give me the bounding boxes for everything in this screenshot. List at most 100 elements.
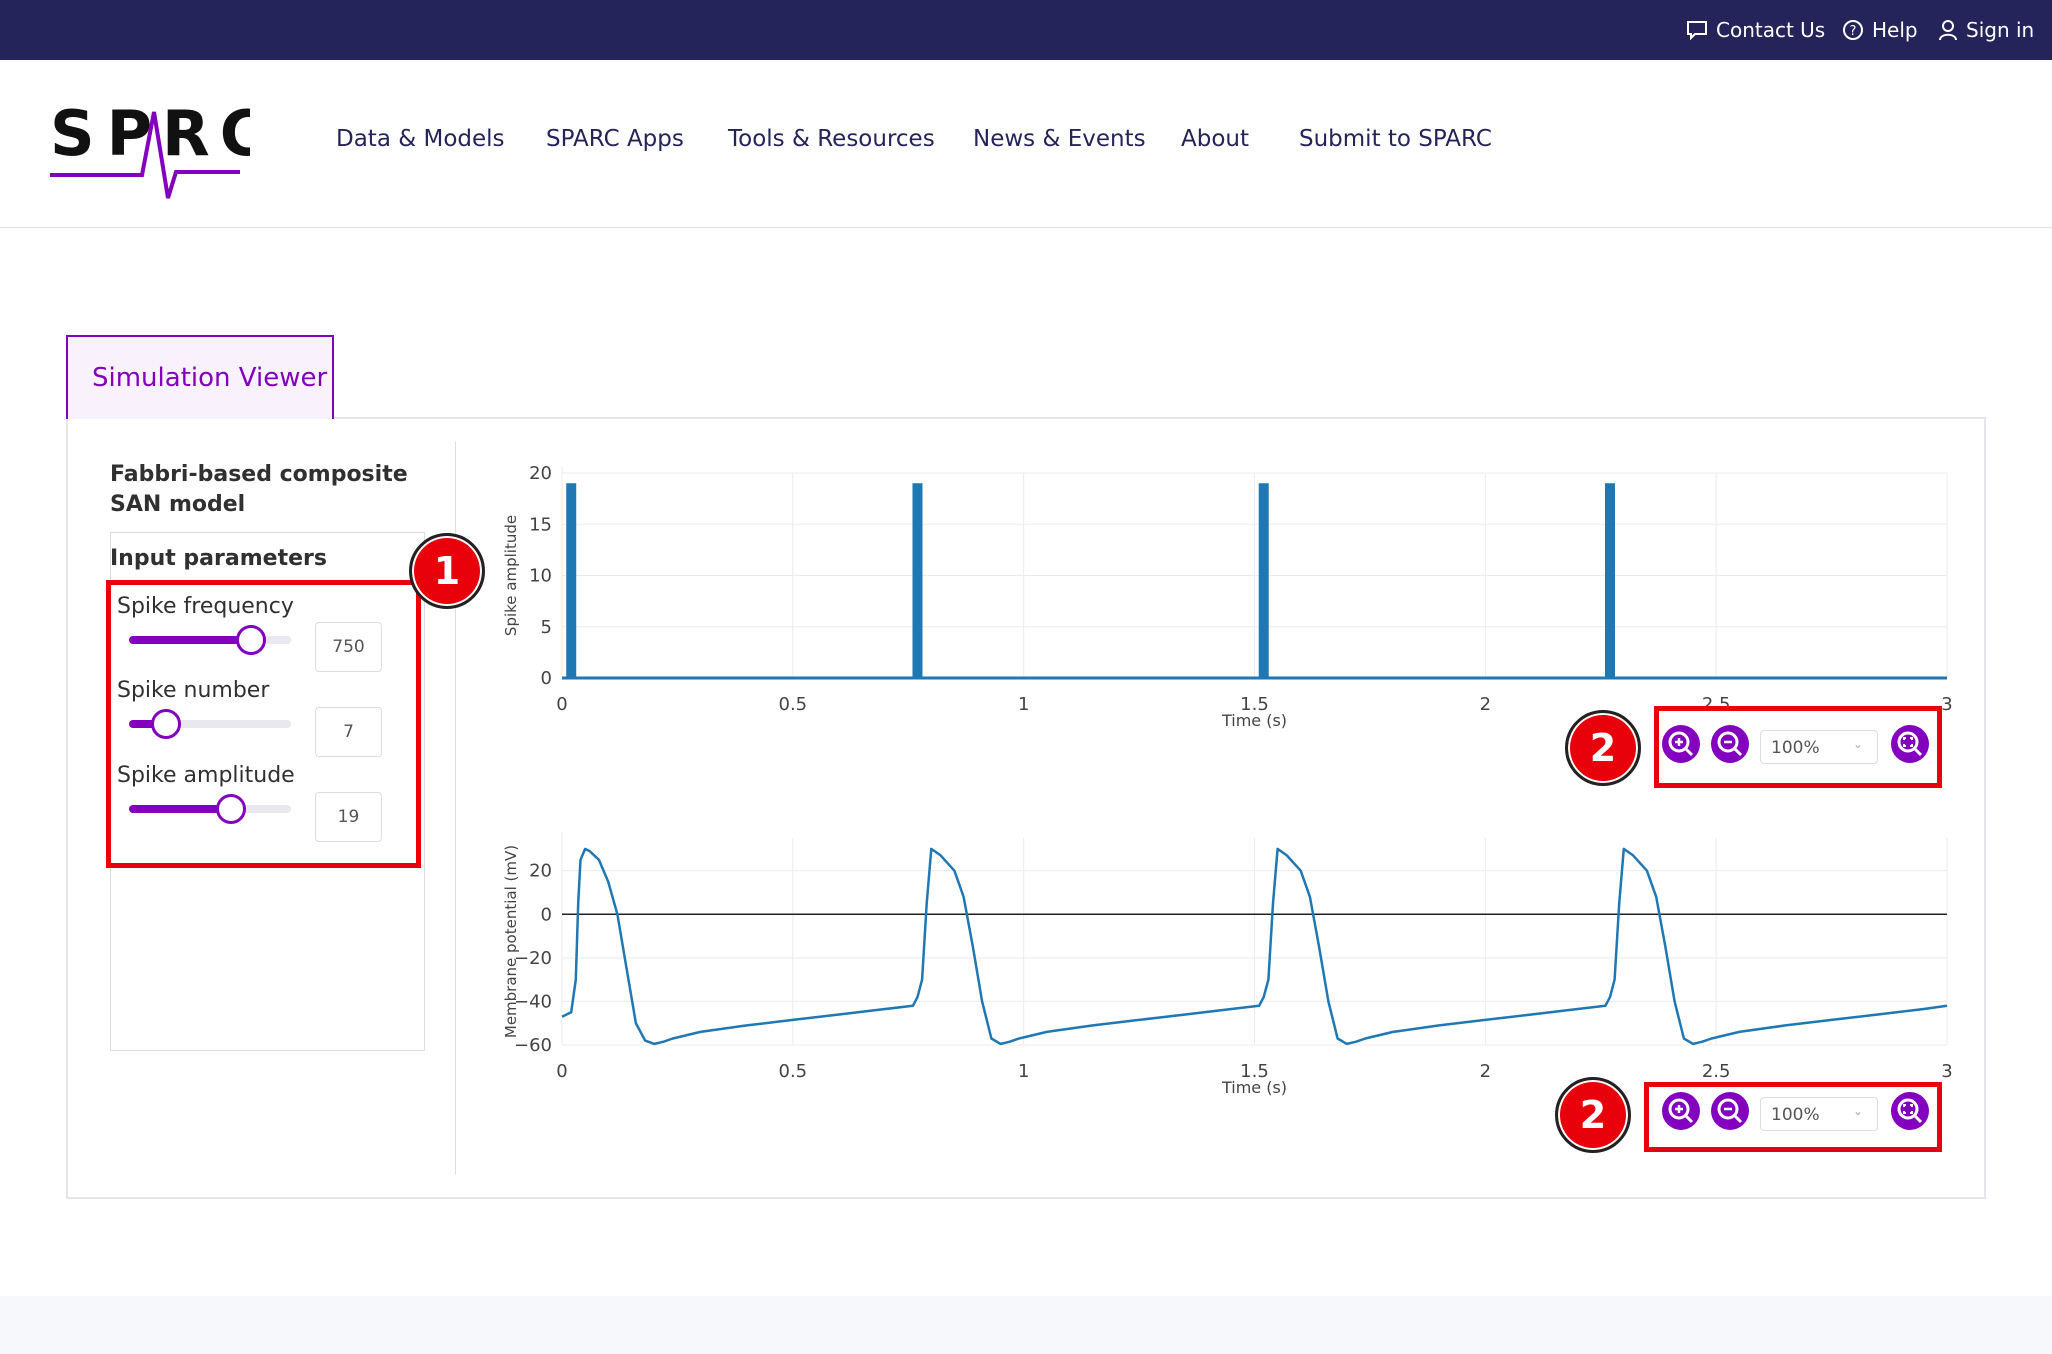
tab-label: Simulation Viewer bbox=[92, 363, 328, 393]
x-tick-label: 3 bbox=[1941, 1061, 1952, 1082]
zoom-fit-icon bbox=[1897, 1098, 1923, 1124]
zoom-in-icon bbox=[1668, 1098, 1694, 1124]
spike-amplitude-label: Spike amplitude bbox=[117, 763, 295, 788]
x-axis-label: Time (s) bbox=[1221, 1078, 1287, 1097]
zoom-level-select[interactable]: 100% ⌄ bbox=[1760, 730, 1878, 764]
sparc-logo[interactable]: SP RC bbox=[50, 97, 265, 200]
contact-us-link[interactable]: Contact Us bbox=[1686, 0, 1825, 60]
nav-tools-resources[interactable]: Tools & Resources bbox=[728, 126, 935, 152]
input-parameters-heading: Input parameters bbox=[110, 546, 327, 571]
spike-frequency-slider[interactable] bbox=[129, 625, 291, 655]
slider-fill bbox=[129, 720, 167, 728]
svg-text:?: ? bbox=[1850, 24, 1857, 39]
y-tick-label: 0 bbox=[541, 904, 552, 925]
y-axis-label: Membrane potential (mV) bbox=[502, 845, 520, 1038]
slider-thumb[interactable] bbox=[151, 709, 182, 739]
spike-amplitude-slider[interactable] bbox=[129, 794, 291, 824]
footer-band bbox=[0, 1296, 2052, 1354]
zoom-level-select[interactable]: 100% ⌄ bbox=[1760, 1097, 1878, 1131]
annotation-marker-2-top: 2 bbox=[1565, 710, 1641, 786]
help-link[interactable]: ? Help bbox=[1842, 0, 1918, 60]
sign-in-link[interactable]: Sign in bbox=[1938, 0, 2034, 60]
model-title: Fabbri-based composite SAN model bbox=[110, 462, 408, 517]
nav-submit-to-sparc[interactable]: Submit to SPARC bbox=[1299, 126, 1492, 152]
chevron-down-icon: ⌄ bbox=[1852, 737, 1863, 751]
spike-amplitude-input[interactable]: 19 bbox=[315, 792, 382, 842]
x-tick-label: 2 bbox=[1480, 1061, 1491, 1082]
x-tick-label: 0.5 bbox=[779, 694, 808, 715]
zoom-out-button[interactable] bbox=[1711, 725, 1749, 763]
x-axis-label: Time (s) bbox=[1221, 711, 1287, 730]
nav-sparc-apps[interactable]: SPARC Apps bbox=[546, 126, 684, 152]
spike-frequency-label: Spike frequency bbox=[117, 594, 294, 619]
sidebar-divider bbox=[455, 442, 456, 1174]
y-tick-label: 0 bbox=[541, 668, 552, 689]
divider bbox=[110, 532, 425, 533]
x-tick-label: 3 bbox=[1941, 694, 1952, 715]
svg-text:SP: SP bbox=[50, 100, 164, 170]
y-tick-label: −40 bbox=[514, 991, 552, 1012]
contact-us-label: Contact Us bbox=[1716, 18, 1826, 42]
y-tick-label: 5 bbox=[541, 617, 552, 638]
x-tick-label: 2.5 bbox=[1702, 1061, 1731, 1082]
zoom-level-value: 100% bbox=[1771, 1105, 1820, 1125]
zoom-fit-button[interactable] bbox=[1891, 1092, 1929, 1130]
spike-number-input[interactable]: 7 bbox=[315, 707, 382, 757]
x-tick-label: 2 bbox=[1480, 694, 1491, 715]
nav-about[interactable]: About bbox=[1181, 126, 1250, 152]
x-tick-label: 0 bbox=[556, 694, 567, 715]
slider-fill bbox=[129, 636, 251, 644]
top-utility-bar: Contact Us ? Help Sign in bbox=[0, 0, 2052, 60]
y-tick-label: −20 bbox=[514, 948, 552, 969]
annotation-marker-1: 1 bbox=[409, 533, 485, 609]
slider-thumb[interactable] bbox=[235, 625, 266, 655]
annotation-box-1 bbox=[106, 580, 421, 868]
annotation-marker-2-bottom: 2 bbox=[1555, 1077, 1631, 1153]
zoom-out-icon bbox=[1717, 731, 1743, 757]
user-icon bbox=[1939, 20, 1957, 41]
nav-data-models[interactable]: Data & Models bbox=[336, 126, 505, 152]
x-tick-label: 1 bbox=[1018, 694, 1029, 715]
x-tick-label: 1.5 bbox=[1240, 1061, 1269, 1082]
svg-text:RC: RC bbox=[162, 100, 250, 170]
chat-icon bbox=[1687, 21, 1707, 40]
spike-bar bbox=[1258, 483, 1269, 678]
site-header: SP RC bbox=[0, 60, 2052, 228]
membrane-potential-line bbox=[561, 847, 1948, 1046]
tab-simulation-viewer[interactable]: Simulation Viewer bbox=[66, 335, 334, 419]
y-tick-label: −60 bbox=[514, 1035, 552, 1056]
y-tick-label: 20 bbox=[529, 861, 552, 882]
y-tick-label: 15 bbox=[529, 514, 552, 535]
chevron-down-icon: ⌄ bbox=[1852, 1104, 1863, 1118]
x-tick-label: 0 bbox=[556, 1061, 567, 1082]
annotation-box-2-top bbox=[1654, 706, 1942, 788]
zoom-fit-button[interactable] bbox=[1891, 725, 1929, 763]
spike-number-label: Spike number bbox=[117, 678, 270, 703]
spike-bar bbox=[912, 483, 923, 678]
annotation-box-2-bottom bbox=[1644, 1082, 1942, 1152]
y-tick-label: 10 bbox=[529, 566, 552, 587]
membrane-potential-chart: 0 0.5 1 1.5 2 2.5 3 20 0 −20 −40 −60 Time (s) Membran… bbox=[502, 832, 1953, 1097]
slider-fill bbox=[129, 805, 232, 813]
zoom-in-icon bbox=[1668, 731, 1694, 757]
x-tick-label: 1 bbox=[1018, 1061, 1029, 1082]
zoom-out-button[interactable] bbox=[1711, 1092, 1749, 1130]
help-icon: ? bbox=[1843, 20, 1863, 40]
spike-bar bbox=[1604, 483, 1615, 678]
spike-number-slider[interactable] bbox=[129, 709, 291, 739]
zoom-fit-icon bbox=[1897, 731, 1923, 757]
y-tick-label: 20 bbox=[529, 463, 552, 484]
x-tick-label: 0.5 bbox=[779, 1061, 808, 1082]
zoom-in-button[interactable] bbox=[1662, 1092, 1700, 1130]
zoom-in-button[interactable] bbox=[1662, 725, 1700, 763]
nav-news-events[interactable]: News & Events bbox=[973, 126, 1146, 152]
slider-thumb[interactable] bbox=[216, 794, 247, 824]
zoom-out-icon bbox=[1717, 1098, 1743, 1124]
simulation-panel bbox=[66, 417, 1986, 1199]
zoom-level-value: 100% bbox=[1771, 738, 1820, 758]
spike-bar bbox=[566, 483, 577, 678]
sign-in-label: Sign in bbox=[1966, 18, 2035, 42]
help-label: Help bbox=[1872, 18, 1918, 42]
spike-frequency-input[interactable]: 750 bbox=[315, 622, 382, 672]
